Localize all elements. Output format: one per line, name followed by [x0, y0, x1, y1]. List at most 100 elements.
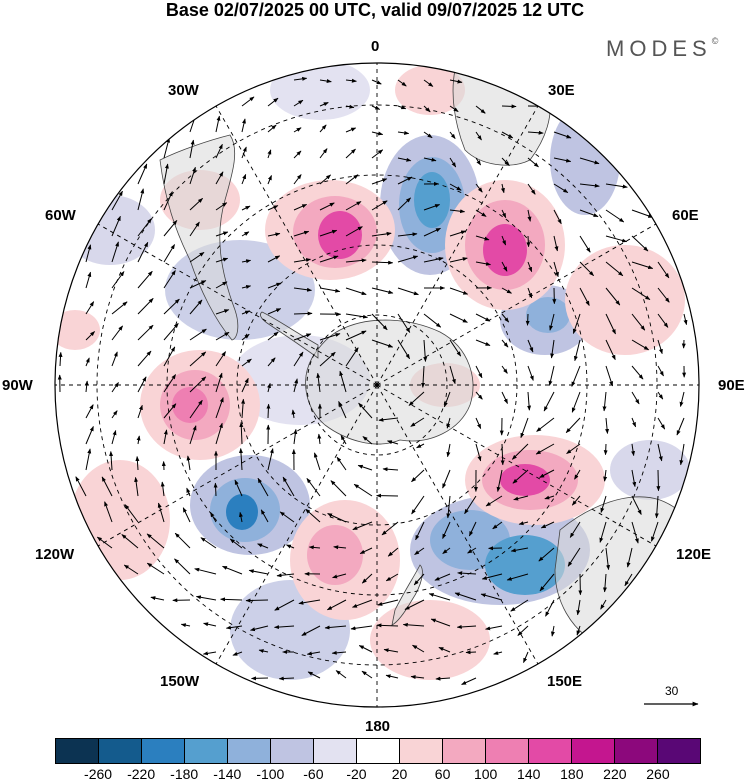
wind-vector [258, 649, 269, 653]
wind-vector [599, 521, 607, 543]
wind-vector [134, 476, 139, 497]
wind-vector [345, 78, 357, 83]
wind-vector [136, 435, 141, 445]
colorbar-tick-label: -260 [84, 766, 113, 782]
wind-vector [58, 351, 63, 367]
wind-vector [293, 378, 299, 393]
wind-vector [397, 105, 407, 110]
wind-vector [96, 536, 113, 549]
wind-vector [449, 79, 463, 84]
lon-label-90e: 90E [718, 377, 745, 394]
wind-vector [241, 333, 250, 341]
wind-vector [434, 573, 451, 581]
wind-vector [475, 261, 491, 266]
wind-vector [278, 676, 295, 681]
wind-vector [527, 391, 532, 411]
wind-vector [657, 339, 663, 355]
wind-vector [225, 625, 243, 630]
wind-vector [605, 365, 614, 387]
wind-vector [215, 281, 228, 289]
wind-vector [345, 201, 362, 211]
wind-vector [412, 644, 425, 653]
wind-vector [475, 391, 483, 400]
wind-vector [603, 469, 608, 482]
wind-vector [257, 477, 269, 497]
wind-vector [85, 301, 95, 315]
lon-label-120w: 120W [35, 546, 75, 563]
colorbar-tick-label: -180 [170, 766, 199, 782]
wind-vector [461, 677, 477, 685]
wind-vector [501, 235, 507, 246]
wind-vector [305, 508, 321, 523]
wind-vector [215, 143, 223, 159]
wind-vector [85, 426, 94, 445]
wind-vector [189, 280, 207, 289]
wind-vector [510, 547, 529, 553]
wind-vector [576, 599, 581, 616]
wind-vector [506, 573, 529, 581]
wind-vector [267, 124, 277, 133]
reference-vector-arrow [644, 701, 699, 707]
brand-mark: © [711, 36, 719, 46]
wind-vector [229, 538, 243, 549]
wind-vector [480, 593, 503, 601]
wind-vector [520, 417, 529, 439]
wind-vector [332, 573, 347, 579]
wind-vector [442, 547, 451, 554]
wind-vector [397, 176, 413, 185]
wind-vector [404, 599, 425, 610]
wind-vector [189, 139, 195, 159]
wind-vector [319, 174, 331, 185]
wind-vector [657, 417, 666, 430]
wind-vector [186, 455, 191, 471]
wind-vector [527, 183, 536, 195]
wind-vector [553, 157, 572, 163]
wind-vector [525, 313, 530, 326]
wind-vector [449, 365, 456, 385]
map-title: Base 02/07/2025 00 UTC, valid 09/07/2025… [165, 0, 585, 20]
wind-vector [500, 183, 505, 194]
wind-vector [397, 339, 411, 360]
wind-vector [189, 251, 205, 263]
wind-vector [353, 483, 373, 497]
wind-vector [241, 96, 255, 107]
wind-vector [527, 339, 534, 353]
wind-vector [536, 417, 555, 432]
wind-vector [163, 323, 179, 341]
wind-vector [449, 105, 459, 113]
wind-vector [371, 131, 384, 136]
wind-vector [553, 183, 569, 194]
wind-vector [631, 235, 649, 252]
wind-vector [657, 313, 669, 328]
wind-vector [241, 310, 251, 315]
wind-vector [548, 365, 555, 386]
wind-vector [513, 495, 529, 501]
wind-vector [567, 547, 581, 567]
wind-vector [215, 422, 223, 445]
wind-vector [449, 287, 469, 295]
wind-vector [579, 261, 594, 277]
wind-vector [631, 417, 637, 428]
wind-vector [518, 521, 529, 526]
wind-vector [279, 511, 295, 523]
wind-vector [137, 404, 143, 419]
wind-vector [414, 547, 425, 556]
wind-vector [371, 313, 388, 331]
wind-vector [241, 285, 252, 289]
wind-vector [267, 175, 272, 185]
lon-label-120e: 120E [676, 546, 712, 563]
wind-vector [339, 370, 347, 393]
wind-vector [251, 676, 269, 681]
wind-vector [215, 309, 230, 315]
wind-vector [267, 382, 271, 393]
wind-vector [111, 241, 119, 263]
wind-vector [397, 232, 418, 237]
colorbar-swatch [228, 739, 271, 763]
wind-vector [220, 597, 243, 602]
wind-vector [111, 190, 123, 211]
wind-vector [234, 479, 243, 497]
wind-vector [238, 448, 243, 471]
wind-vector [326, 599, 347, 611]
wind-vector [624, 573, 633, 587]
wind-vector [413, 573, 425, 586]
